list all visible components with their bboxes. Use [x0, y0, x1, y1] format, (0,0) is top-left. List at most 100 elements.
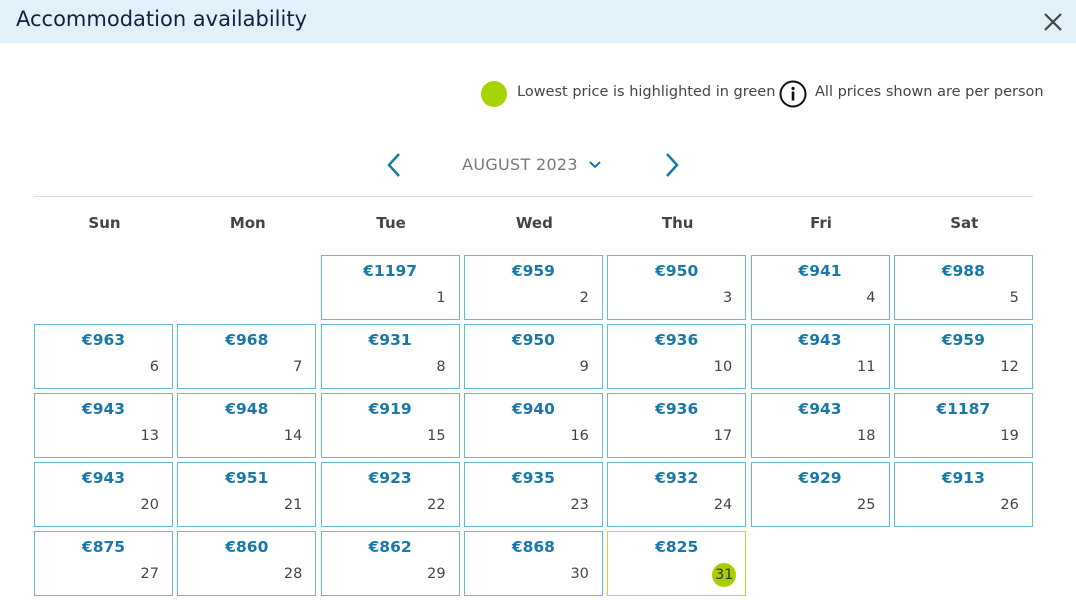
day-cell[interactable]: €943 11 [750, 324, 890, 389]
day-price: €959 [941, 331, 985, 349]
day-price: €1197 [363, 262, 418, 280]
day-number: 9 [579, 359, 589, 375]
day-price: €919 [368, 400, 412, 418]
day-number: 18 [857, 428, 876, 444]
day-price: €860 [225, 538, 269, 556]
legend-lowest: Lowest price is highlighted in green [517, 84, 776, 100]
day-number: 16 [570, 428, 589, 444]
day-cell[interactable]: €1187 19 [893, 393, 1033, 458]
day-number: 10 [713, 359, 733, 375]
day-cell[interactable]: €959 12 [893, 324, 1033, 389]
weekday-label: Fri [810, 214, 832, 232]
weekday-label: Sun [88, 214, 121, 232]
day-cell[interactable]: €919 15 [320, 393, 460, 458]
day-cell[interactable]: €941 4 [750, 255, 890, 320]
day-number: 6 [149, 359, 159, 375]
day-number: 31 [712, 563, 737, 587]
day-cell[interactable]: €932 24 [607, 462, 747, 527]
day-cell[interactable]: €959 2 [463, 255, 603, 320]
day-price: €929 [798, 469, 842, 487]
day-cell[interactable]: €943 20 [34, 462, 173, 527]
day-cell[interactable]: €936 10 [607, 324, 747, 389]
day-number: 3 [722, 290, 733, 306]
day-cell[interactable]: €875 27 [34, 531, 173, 596]
divider [34, 196, 1033, 197]
day-number: 4 [866, 290, 876, 306]
day-number: 22 [427, 497, 446, 513]
day-cell[interactable]: €943 13 [34, 393, 173, 458]
day-cell[interactable]: €935 23 [463, 462, 603, 527]
day-price: €868 [511, 538, 555, 556]
day-price: €963 [81, 331, 126, 349]
day-number: 2 [579, 290, 589, 306]
day-cell[interactable]: €988 5 [893, 255, 1033, 320]
day-number: 1 [436, 290, 446, 306]
day-price: €875 [81, 538, 126, 556]
month-dropdown[interactable] [587, 159, 603, 171]
day-price: €940 [511, 400, 555, 418]
day-cell[interactable]: €951 21 [177, 462, 317, 527]
day-cell[interactable]: €950 9 [463, 324, 603, 389]
day-cell[interactable]: €963 6 [34, 324, 173, 389]
day-number: 30 [570, 566, 589, 582]
day-cell[interactable]: €868 30 [463, 531, 603, 596]
weekday-label: Mon [229, 214, 266, 232]
day-cell[interactable]: €1197 1 [320, 255, 460, 320]
day-number: 23 [570, 497, 589, 513]
day-cell[interactable]: €913 26 [893, 462, 1033, 527]
day-price: €943 [81, 400, 126, 418]
day-cell[interactable]: €940 16 [463, 393, 603, 458]
day-cell[interactable]: €968 7 [177, 324, 317, 389]
day-number: 17 [713, 428, 733, 444]
day-number: 12 [1000, 359, 1019, 375]
day-cell[interactable]: €950 3 [607, 255, 747, 320]
day-price: €988 [941, 262, 985, 280]
day-price: €936 [655, 331, 699, 349]
close-button[interactable] [1042, 11, 1064, 33]
day-price: €862 [368, 538, 412, 556]
legend-per-person: All prices shown are per person [815, 84, 1044, 100]
day-cell[interactable]: €948 14 [177, 393, 317, 458]
day-price: €913 [941, 469, 985, 487]
day-price: €825 [655, 538, 699, 556]
day-price: €941 [798, 262, 842, 280]
day-price: €943 [798, 331, 842, 349]
day-cell[interactable]: €936 17 [607, 393, 747, 458]
day-cell[interactable]: €929 25 [750, 462, 890, 527]
prev-month[interactable] [384, 152, 404, 178]
day-cell[interactable]: €931 8 [320, 324, 460, 389]
day-number: 27 [140, 566, 159, 582]
day-number: 15 [427, 428, 446, 444]
day-price: €936 [655, 400, 699, 418]
day-price: €943 [81, 469, 126, 487]
weekday-label: Tue [376, 214, 406, 232]
day-cell[interactable]: €923 22 [320, 462, 460, 527]
day-number: 26 [1000, 497, 1019, 513]
day-price: €968 [225, 331, 269, 349]
day-number: 14 [283, 428, 303, 444]
green-dot-icon [481, 81, 507, 107]
info-icon [779, 80, 807, 108]
day-price: €951 [225, 469, 269, 487]
day-price: €935 [511, 469, 555, 487]
day-number: 19 [1000, 428, 1019, 444]
day-number: 28 [283, 566, 303, 582]
month-label[interactable]: AUGUST 2023 [462, 155, 578, 174]
calendar-grid: €1197 1 €959 2 €950 3 €941 4 €988 5 €963 6 €968 7 €931… [34, 0, 1033, 613]
header-bar [0, 0, 1076, 43]
day-number: 25 [857, 497, 876, 513]
day-cell[interactable]: €860 28 [177, 531, 317, 596]
weekday-label: Sat [950, 214, 979, 232]
day-cell[interactable]: €943 18 [750, 393, 890, 458]
day-price: €948 [225, 400, 269, 418]
next-month[interactable] [662, 152, 682, 178]
day-cell[interactable]: €825 31 [607, 531, 747, 596]
day-cell[interactable]: €862 29 [320, 531, 460, 596]
day-price: €931 [368, 331, 412, 349]
day-number: 11 [857, 359, 876, 375]
day-price: €959 [511, 262, 555, 280]
day-price: €943 [798, 400, 842, 418]
day-number: 24 [713, 497, 733, 513]
day-price: €950 [511, 331, 555, 349]
